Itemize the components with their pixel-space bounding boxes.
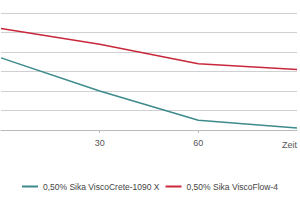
svg-text:60: 60 — [193, 138, 203, 148]
svg-text:Zeit: Zeit — [282, 140, 298, 150]
svg-text:0,50% Sika ViscoCrete-1090 X: 0,50% Sika ViscoCrete-1090 X — [43, 182, 160, 192]
svg-text:30: 30 — [95, 138, 105, 148]
svg-text:0,50% Sika ViscoFlow-4: 0,50% Sika ViscoFlow-4 — [187, 182, 279, 192]
